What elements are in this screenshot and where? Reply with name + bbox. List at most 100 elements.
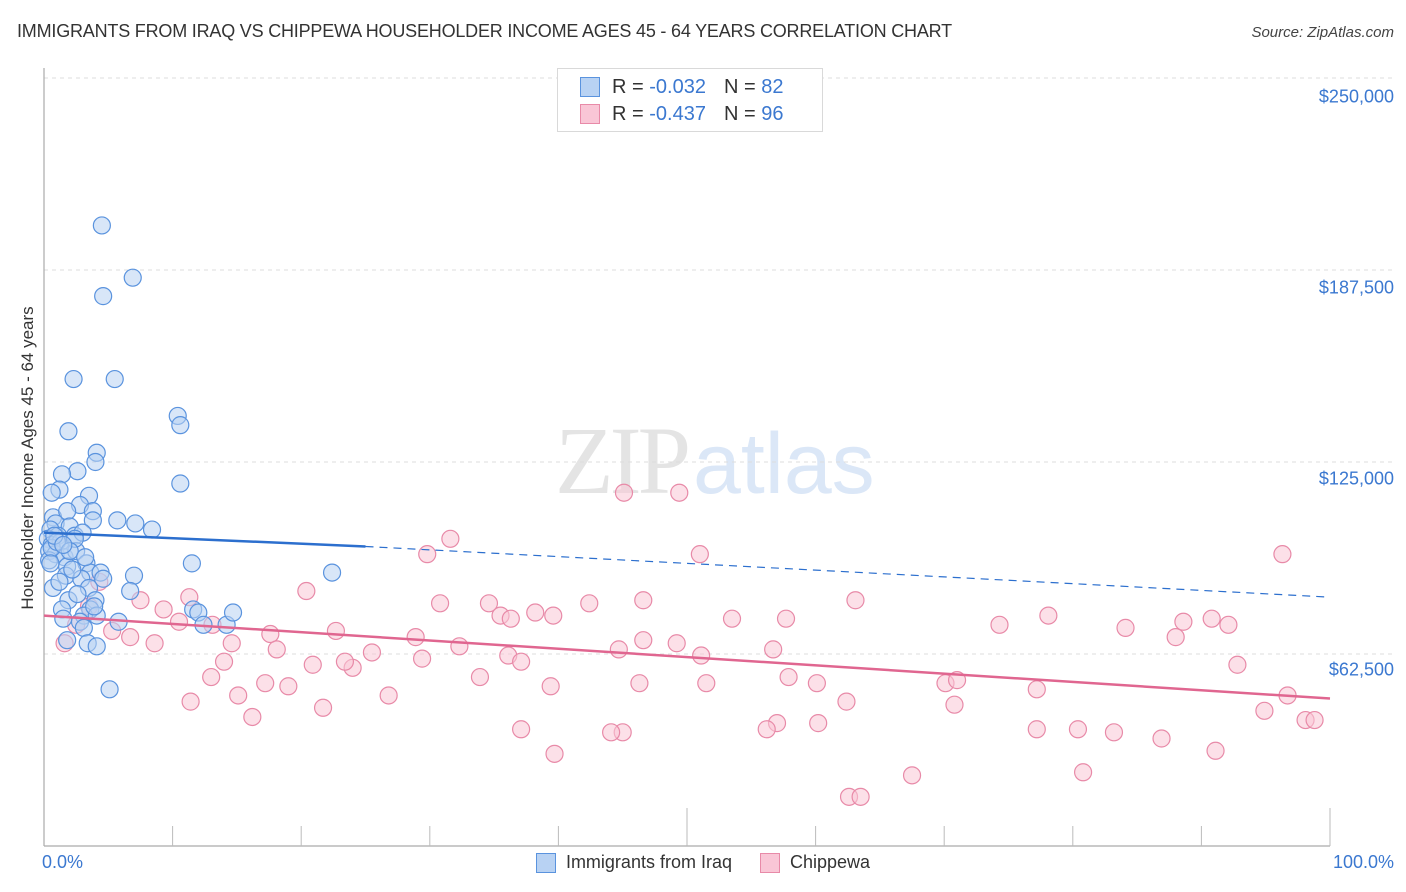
data-point [1228, 655, 1247, 674]
data-point [1219, 615, 1238, 634]
data-point [406, 628, 425, 647]
data-point [64, 369, 83, 389]
data-point [54, 535, 73, 555]
data-point [41, 554, 60, 573]
data-point [243, 707, 262, 727]
data-point [779, 667, 798, 687]
data-point [171, 416, 190, 435]
axes [43, 68, 1331, 847]
data-point [807, 674, 826, 693]
data-point [169, 612, 189, 631]
y-tick-125000: $125,000 [1318, 468, 1394, 489]
data-point [86, 452, 105, 472]
data-point [50, 572, 69, 591]
data-point [182, 554, 201, 573]
data-point [229, 686, 248, 705]
data-point [851, 787, 870, 806]
data-point [602, 723, 621, 742]
data-point [279, 677, 298, 696]
legend-item-chippewa[interactable]: Chippewa [759, 852, 870, 873]
chippewa-swatch-icon [580, 104, 600, 124]
data-point [362, 643, 382, 662]
data-point [450, 637, 469, 656]
r-label: R = [612, 102, 644, 125]
data-point [441, 529, 460, 548]
legend-item-iraq[interactable]: Immigrants from Iraq [535, 852, 732, 873]
legend-row-iraq: R = -0.032 N = 82 [580, 75, 783, 99]
data-point [335, 652, 355, 671]
y-tick-187500: $187,500 [1318, 277, 1394, 298]
data-point [1174, 612, 1193, 631]
data-point [1305, 710, 1324, 730]
data-point [470, 667, 490, 687]
data-point [837, 692, 856, 711]
data-point [430, 594, 450, 613]
data-point [171, 474, 190, 493]
data-point [757, 720, 776, 739]
iraq-points [38, 216, 342, 699]
data-point [322, 563, 342, 582]
n-label: N = [723, 102, 756, 125]
data-point [1027, 680, 1046, 699]
n-value: 96 [761, 102, 784, 125]
x-tick-min: 0.0% [42, 852, 84, 872]
n-label: N = [723, 75, 756, 98]
data-point [512, 652, 531, 671]
y-tick-250000: $250,000 [1318, 86, 1394, 107]
data-point [59, 422, 78, 441]
iraq-swatch-icon [535, 852, 556, 873]
n-value: 82 [761, 75, 784, 98]
data-point [214, 652, 234, 671]
gridlines [44, 77, 1392, 655]
data-point [83, 511, 102, 530]
data-point [512, 720, 531, 739]
data-point [580, 594, 599, 613]
r-label: R = [612, 75, 644, 98]
data-point [545, 744, 564, 763]
data-point [223, 603, 243, 622]
data-point [100, 680, 119, 699]
data-point [121, 628, 140, 647]
data-point [776, 609, 796, 628]
data-point [267, 640, 286, 659]
data-point [1116, 618, 1135, 637]
data-point [1202, 609, 1221, 628]
data-point [94, 287, 113, 306]
data-point [670, 483, 689, 502]
data-point [85, 597, 104, 616]
r-value: -0.437 [649, 102, 706, 125]
data-point [74, 618, 93, 637]
data-point [501, 609, 520, 628]
data-point [68, 584, 87, 604]
watermark-atlas: atlas [693, 416, 875, 512]
data-point [154, 600, 173, 619]
data-point [541, 677, 560, 696]
chippewa-points [55, 483, 1324, 806]
data-point [1027, 720, 1046, 739]
data-point [54, 609, 73, 628]
data-point [667, 634, 686, 653]
data-point [92, 216, 111, 235]
data-point [42, 483, 61, 502]
data-point [76, 548, 95, 567]
data-point [945, 695, 964, 714]
data-point [123, 268, 142, 287]
iraq-swatch-icon [580, 77, 600, 97]
data-point [105, 369, 124, 389]
data-point [544, 606, 563, 625]
data-point [313, 698, 333, 717]
chippewa-trend-line [43, 614, 1331, 700]
data-point [1255, 701, 1274, 720]
x-tick-max: 100.0% [1332, 852, 1394, 872]
source-label: Source: ZipAtlas.com [1251, 24, 1394, 41]
data-point [303, 655, 322, 674]
data-point [87, 637, 106, 656]
data-point [1068, 720, 1088, 739]
data-point [692, 646, 711, 665]
data-point [418, 545, 437, 564]
trend-lines [43, 531, 1331, 700]
data-point [108, 511, 127, 530]
data-point [846, 591, 865, 610]
data-point [222, 634, 241, 653]
data-point [902, 766, 922, 785]
